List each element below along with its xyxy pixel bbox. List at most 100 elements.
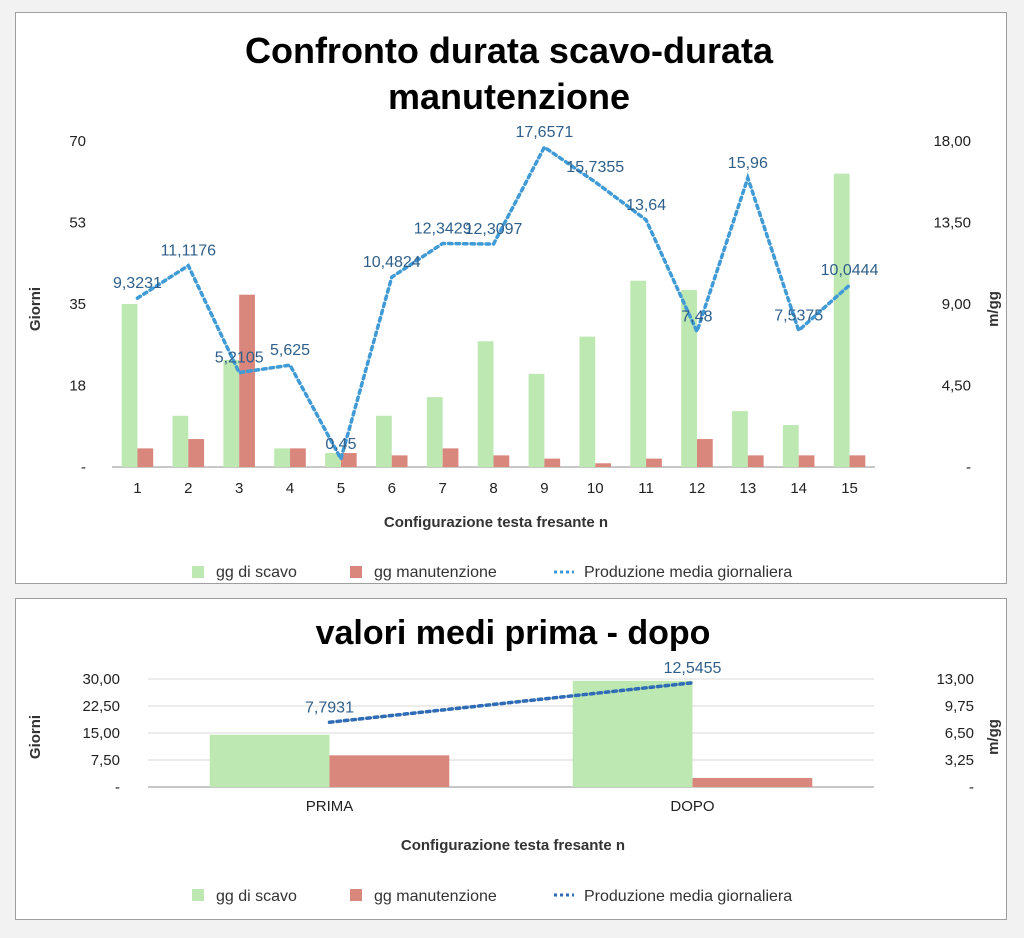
line-produzione bbox=[327, 681, 695, 725]
bar-manutenzione bbox=[290, 448, 306, 467]
legend-label-scavo: gg di scavo bbox=[216, 888, 297, 905]
legend-label-produzione: Produzione media giornaliera bbox=[584, 888, 792, 905]
legend: gg di scavo gg manutenzione Produzione m… bbox=[192, 888, 792, 905]
legend-swatch-manutenzione bbox=[350, 566, 362, 578]
y-tick-label: 15,00 bbox=[82, 725, 120, 742]
bar-scavo bbox=[325, 453, 341, 467]
y2-tick-label: 9,00 bbox=[942, 296, 971, 313]
y2-tick-label: 13,00 bbox=[936, 671, 974, 688]
bar-scavo bbox=[782, 425, 799, 467]
y2-axis-title: m/gg bbox=[985, 291, 1002, 327]
y2-tick-label: 13,50 bbox=[933, 215, 971, 232]
y2-tick-label: - bbox=[966, 459, 971, 476]
data-label-produzione: 11,1176 bbox=[161, 243, 217, 260]
line-produzione bbox=[135, 144, 852, 464]
bar-scavo bbox=[477, 341, 494, 467]
x-tick-label: DOPO bbox=[670, 798, 714, 815]
y-tick-label: - bbox=[81, 459, 86, 476]
x-tick-label: PRIMA bbox=[306, 798, 354, 815]
y2-tick-label: 9,75 bbox=[945, 698, 974, 715]
x-axis-title: Configurazione testa fresante n bbox=[401, 837, 625, 854]
bar-manutenzione bbox=[239, 294, 255, 467]
x-tick-label: 6 bbox=[388, 480, 396, 497]
y2-tick-label: 4,50 bbox=[942, 378, 971, 395]
y-tick-label: 18 bbox=[69, 378, 86, 395]
x-tick-label: 12 bbox=[689, 480, 706, 497]
chart-title-line2: manutenzione bbox=[388, 76, 630, 117]
data-label-produzione: 13,64 bbox=[626, 197, 666, 214]
data-label-produzione: 7,7931 bbox=[305, 699, 354, 716]
data-label-produzione: 7,48 bbox=[681, 309, 712, 326]
y2-axis-title: m/gg bbox=[985, 719, 1002, 755]
data-label-produzione: 12,3429 bbox=[414, 220, 472, 237]
x-axis-title: Configurazione testa fresante n bbox=[384, 514, 608, 531]
bar-manutenzione bbox=[696, 439, 713, 467]
bar-manutenzione bbox=[329, 755, 450, 787]
bar-manutenzione bbox=[544, 458, 561, 467]
bar-scavo bbox=[426, 397, 443, 467]
bar-scavo bbox=[223, 359, 240, 467]
bar-scavo bbox=[579, 336, 596, 467]
y2-tick-label: 3,25 bbox=[945, 752, 974, 769]
x-tick-label: 3 bbox=[235, 480, 243, 497]
data-label-produzione: 17,6571 bbox=[515, 124, 573, 141]
data-label-produzione: 10,0444 bbox=[821, 262, 879, 279]
data-label-produzione: 5,2105 bbox=[215, 350, 264, 367]
bar-manutenzione bbox=[340, 453, 357, 467]
x-tick-label: 14 bbox=[790, 480, 807, 497]
y-axis-title: Giorni bbox=[27, 287, 44, 331]
bar-manutenzione bbox=[493, 455, 510, 467]
bar-manutenzione bbox=[646, 458, 662, 467]
legend-label-scavo: gg di scavo bbox=[216, 564, 297, 581]
x-tick-label: 4 bbox=[286, 480, 294, 497]
x-tick-label: 15 bbox=[841, 480, 858, 497]
x-tick-label: 13 bbox=[739, 480, 756, 497]
chart-bottom: valori medi prima - dopo Giorni m/gg Con… bbox=[27, 614, 1002, 905]
chart-title-line1: Confronto durata scavo-durata bbox=[245, 30, 774, 71]
bar-scavo bbox=[274, 448, 291, 467]
y-tick-label: 7,50 bbox=[91, 752, 120, 769]
legend-label-manutenzione: gg manutenzione bbox=[374, 888, 497, 905]
y2-tick-label: 18,00 bbox=[933, 133, 971, 150]
bar-scavo bbox=[375, 415, 392, 467]
bar-scavo bbox=[572, 680, 693, 787]
bar-scavo bbox=[630, 280, 647, 467]
legend-label-manutenzione: gg manutenzione bbox=[374, 564, 497, 581]
bar-manutenzione bbox=[595, 463, 612, 467]
y-tick-label: - bbox=[115, 779, 120, 796]
x-tick-label: 8 bbox=[489, 480, 497, 497]
y-tick-label: 70 bbox=[69, 133, 86, 150]
bar-manutenzione bbox=[747, 455, 764, 467]
legend-swatch-scavo bbox=[192, 889, 204, 901]
x-tick-label: 11 bbox=[638, 480, 654, 497]
data-label-produzione: 15,96 bbox=[728, 155, 768, 172]
x-tick-label: 2 bbox=[184, 480, 192, 497]
legend: gg di scavo gg manutenzione Produzione m… bbox=[192, 564, 792, 581]
bar-scavo bbox=[732, 411, 748, 467]
data-label-produzione: 0,45 bbox=[325, 436, 356, 453]
x-tick-label: 9 bbox=[540, 480, 548, 497]
bar-scavo bbox=[121, 304, 138, 467]
legend-label-produzione: Produzione media giornaliera bbox=[584, 564, 792, 581]
bar-scavo bbox=[528, 373, 545, 467]
y-axis-title: Giorni bbox=[27, 715, 44, 759]
bar-scavo bbox=[833, 173, 850, 467]
bar-scavo bbox=[172, 415, 189, 467]
data-label-produzione: 5,625 bbox=[270, 342, 310, 359]
legend-swatch-scavo bbox=[192, 566, 204, 578]
bar-scavo bbox=[681, 290, 697, 467]
bar-manutenzione bbox=[391, 455, 408, 467]
chart-panel-top: Confronto durata scavo-durata manutenzio… bbox=[15, 12, 1007, 584]
legend-swatch-manutenzione bbox=[350, 889, 362, 901]
x-tick-label: 7 bbox=[438, 480, 446, 497]
bar-manutenzione bbox=[188, 439, 205, 467]
x-tick-label: 1 bbox=[133, 480, 141, 497]
x-tick-label: 5 bbox=[337, 480, 345, 497]
chart-title: valori medi prima - dopo bbox=[316, 614, 711, 652]
chart-top: Confronto durata scavo-durata manutenzio… bbox=[27, 30, 1002, 581]
bar-manutenzione bbox=[798, 455, 815, 467]
y2-tick-label: - bbox=[969, 779, 974, 796]
chart-panel-bottom: valori medi prima - dopo Giorni m/gg Con… bbox=[15, 598, 1007, 920]
y-tick-label: 53 bbox=[69, 215, 86, 232]
y2-tick-label: 6,50 bbox=[945, 725, 974, 742]
